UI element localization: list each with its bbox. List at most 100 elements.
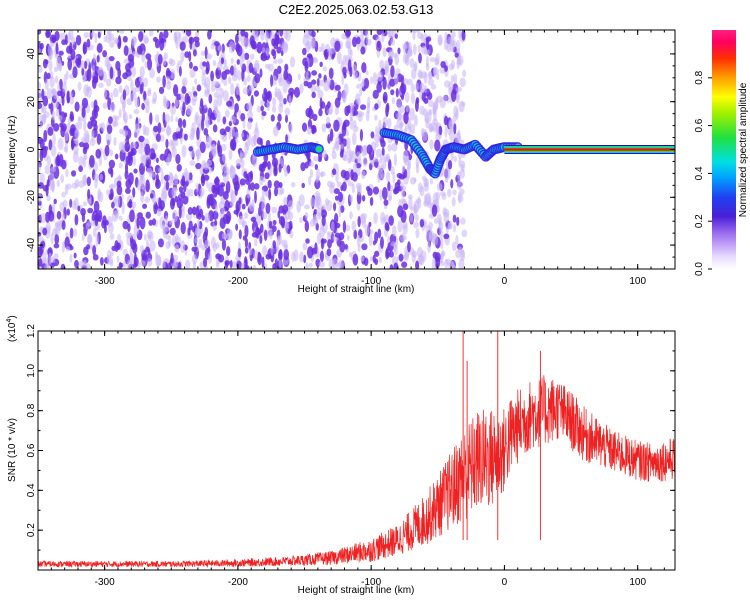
spectrogram-noise-blob: [66, 90, 70, 104]
spectrogram-noise-blob: [458, 30, 462, 39]
snr-multiplier-close: ): [7, 315, 18, 318]
spectrogram-noise-blob: [38, 258, 43, 267]
spectrogram-noise-blob: [415, 228, 420, 239]
spectrogram-noise-blob: [82, 41, 88, 55]
spectrogram-noise-blob: [158, 167, 163, 174]
spectrogram-noise-blob: [362, 156, 368, 167]
spectrogram-noise-blob: [169, 227, 176, 236]
spectrogram-noise-blob: [373, 156, 379, 162]
spectrogram-noise-blob: [310, 84, 316, 94]
spectrogram-noise-blob: [44, 59, 49, 65]
spectrogram-noise-blob: [259, 68, 263, 78]
spectrogram-noise-blob: [425, 55, 429, 68]
spectrogram-noise-blob: [402, 150, 409, 164]
spectrogram-noise-blob: [373, 212, 378, 224]
spectrogram-noise-blob: [271, 75, 277, 86]
spectrogram-noise-blob: [216, 94, 223, 107]
spectrogram-noise-blob: [399, 232, 406, 244]
spectrogram-noise-blob: [283, 249, 290, 261]
spectrogram-noise-blob: [429, 57, 436, 63]
spectrogram-noise-blob: [261, 110, 267, 117]
spectrogram-noise-blob: [376, 40, 381, 49]
spectrogram-noise-blob: [48, 179, 55, 191]
spectrogram-noise-blob: [173, 173, 179, 186]
spectrogram-noise-blob: [453, 73, 458, 85]
spectrogram-noise-blob: [227, 76, 232, 85]
spectrogram-noise-blob: [247, 110, 254, 119]
spectrogram-noise-blob: [410, 83, 415, 93]
spectrogram-noise-blob: [54, 233, 60, 245]
spectrogram-noise-blob: [127, 53, 135, 63]
spectrogram-noise-blob: [378, 119, 382, 131]
spectrogram-noise-blob: [385, 155, 390, 162]
spectrogram-noise-blob: [311, 79, 317, 85]
spectrogram-noise-blob: [47, 44, 53, 56]
colorbar: 0.0 0.2 0.4 0.6 0.8 Normalized spectral ampl…: [694, 30, 749, 276]
spectrogram-noise-blob: [370, 131, 375, 139]
spectrogram-noise-blob: [267, 63, 274, 72]
spectrogram-noise-blob: [222, 171, 229, 184]
spectrogram-noise-blob: [254, 238, 258, 247]
spectrogram-noise-blob: [388, 49, 395, 60]
spectrogram-noise-blob: [147, 89, 152, 97]
spectrogram-noise-blob: [390, 241, 396, 247]
spectrogram-noise-blob: [272, 263, 277, 269]
spectrogram-noise-blob: [107, 167, 113, 175]
spectrogram-noise-blob: [276, 236, 281, 247]
spectrogram-noise-blob: [40, 146, 48, 159]
spectrogram-noise-blob: [452, 214, 457, 223]
spectrogram-noise-blob: [59, 201, 65, 212]
spectrogram-noise-blob: [56, 90, 63, 97]
spectrogram-noise-blob: [128, 172, 134, 185]
spectrogram-noise-blob: [338, 204, 342, 218]
spectrogram-noise-blob: [235, 33, 239, 44]
spectrogram-noise-blob: [378, 167, 382, 174]
spectrogram-noise-blob: [91, 130, 95, 142]
spectrogram-noise-blob: [170, 105, 176, 116]
spectrogram-noise-blob: [222, 116, 227, 125]
spectrogram-noise-blob: [338, 232, 345, 241]
spectrogram-noise-blob: [453, 155, 458, 163]
spectrogram-noise-blob: [320, 238, 327, 244]
spectrogram-noise-blob: [229, 165, 236, 179]
spectrogram-noise-blob: [168, 57, 174, 65]
spectrogram-noise-blob: [210, 84, 216, 93]
spectrogram-noise-blob: [339, 240, 346, 253]
spectrogram-noise-blob: [447, 220, 453, 230]
spectrogram-noise-blob: [169, 69, 176, 80]
spectrogram-noise-blob: [212, 210, 219, 220]
spectrogram-noise-blob: [347, 181, 354, 187]
spectrogram-noise-blob: [229, 138, 237, 151]
spectrogram-noise-blob: [38, 102, 43, 109]
spectrogram-noise-blob: [261, 47, 266, 53]
spectrogram-noise-blob: [70, 49, 76, 60]
spectrogram-noise-blob: [310, 37, 316, 50]
spectrogram-noise-blob: [383, 199, 389, 206]
spectrogram-noise-blob: [352, 253, 359, 266]
spectrogram-noise-blob: [240, 30, 246, 37]
spectrogram-noise-blob: [204, 239, 211, 248]
spectrogram-noise-blob: [314, 85, 321, 92]
spectrogram-noise-blob: [41, 88, 45, 100]
spectrogram-noise-blob: [152, 36, 158, 43]
spectrogram-noise-blob: [333, 188, 340, 195]
spectrogram-noise-blob: [166, 80, 172, 90]
spectrogram-noise-blob: [389, 250, 394, 258]
spectrogram-noise-blob: [359, 128, 363, 142]
spectrogram-noise-blob: [157, 122, 162, 134]
spectrogram-noise-blob: [191, 254, 198, 265]
spectrogram-noise-blob: [356, 41, 360, 51]
spectrogram-noise-blob: [133, 108, 140, 115]
spectrogram-noise-blob: [272, 240, 277, 249]
spectrogram-noise-blob: [117, 67, 122, 79]
spectrogram-x-tick-label: -200: [228, 276, 248, 287]
spectrogram-noise-blob: [182, 101, 186, 113]
spectrogram-noise-blob: [329, 184, 335, 194]
spectrogram-noise-blob: [325, 199, 333, 212]
spectrogram-noise-blob: [163, 30, 169, 39]
spectrogram-noise-blob: [402, 203, 409, 211]
spectrogram-noise-blob: [416, 246, 423, 258]
spectrogram-x-tick-label: 0: [502, 276, 508, 287]
spectrogram-noise-blob: [146, 98, 150, 106]
spectrogram-noise-blob: [271, 48, 276, 57]
